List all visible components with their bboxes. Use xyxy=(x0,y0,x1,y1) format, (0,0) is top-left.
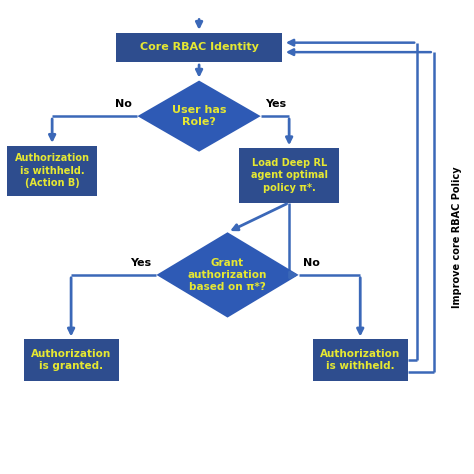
Text: Core RBAC Identity: Core RBAC Identity xyxy=(140,42,258,53)
Text: Authorization
is withheld.: Authorization is withheld. xyxy=(320,349,401,372)
FancyBboxPatch shape xyxy=(24,339,119,381)
Text: Yes: Yes xyxy=(265,99,287,109)
Text: User has
Role?: User has Role? xyxy=(172,105,226,128)
Text: Improve core RBAC Policy: Improve core RBAC Policy xyxy=(452,166,463,308)
Polygon shape xyxy=(137,81,261,152)
Text: Authorization
is withheld.
(Action B): Authorization is withheld. (Action B) xyxy=(15,153,90,188)
FancyBboxPatch shape xyxy=(239,148,339,203)
FancyBboxPatch shape xyxy=(116,33,282,62)
Text: Load Deep RL
agent optimal
policy π*.: Load Deep RL agent optimal policy π*. xyxy=(251,158,328,193)
Text: No: No xyxy=(115,99,132,109)
FancyBboxPatch shape xyxy=(313,339,408,381)
Text: No: No xyxy=(303,258,320,268)
Text: Yes: Yes xyxy=(130,258,152,268)
Text: Authorization
is granted.: Authorization is granted. xyxy=(31,349,111,372)
Polygon shape xyxy=(156,232,299,318)
Text: Grant
authorization
based on π*?: Grant authorization based on π*? xyxy=(188,257,267,292)
FancyBboxPatch shape xyxy=(7,146,97,195)
